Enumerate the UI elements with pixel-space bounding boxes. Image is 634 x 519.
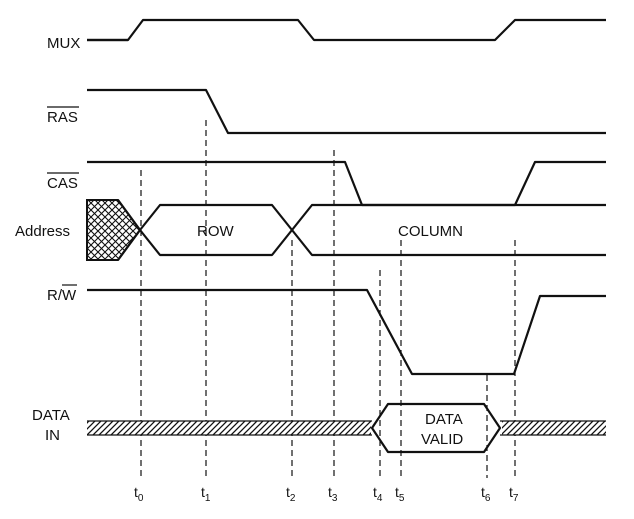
rw-waveform [87, 288, 606, 376]
address-column-label: COLUMN [398, 223, 463, 240]
time-label-t6: t6 [481, 484, 491, 504]
data-in-bus: DATA VALID [87, 402, 606, 454]
signal-label-data-in-line2: IN [45, 427, 60, 444]
signal-labels: MUX RAS CAS Address R/W DATA IN [15, 35, 80, 444]
address-dont-care-region [86, 199, 142, 261]
data-valid-window [370, 402, 502, 454]
time-label-t7: t7 [509, 484, 519, 504]
mux-waveform [87, 18, 606, 42]
time-label-t4: t4 [373, 484, 383, 504]
time-label-t1: t1 [201, 484, 211, 504]
time-label-t5: t5 [395, 484, 405, 504]
address-row-segment-bottom [117, 228, 606, 261]
address-row-label: ROW [197, 223, 235, 240]
data-valid-label-line2: VALID [421, 431, 463, 448]
data-valid-label-line1: DATA [425, 411, 463, 428]
signal-label-data-in-line1: DATA [32, 407, 70, 424]
data-in-hatch-right [502, 421, 606, 435]
time-label-t0: t0 [134, 484, 144, 504]
ras-waveform [87, 88, 606, 135]
signal-label-cas: CAS [47, 175, 78, 192]
address-bus: ROW COLUMN [86, 199, 606, 261]
signal-label-mux: MUX [47, 35, 80, 52]
address-row-segment [117, 199, 606, 232]
data-in-hatch-left [87, 421, 371, 435]
time-label-t3: t3 [328, 484, 338, 504]
cas-waveform [87, 160, 606, 207]
time-labels: t0 t1 t2 t3 t4 t5 t6 t7 [134, 484, 519, 504]
time-label-t2: t2 [286, 484, 296, 504]
signal-label-ras: RAS [47, 109, 78, 126]
signal-label-rw: R/W [47, 287, 77, 304]
signal-label-address: Address [15, 223, 70, 240]
